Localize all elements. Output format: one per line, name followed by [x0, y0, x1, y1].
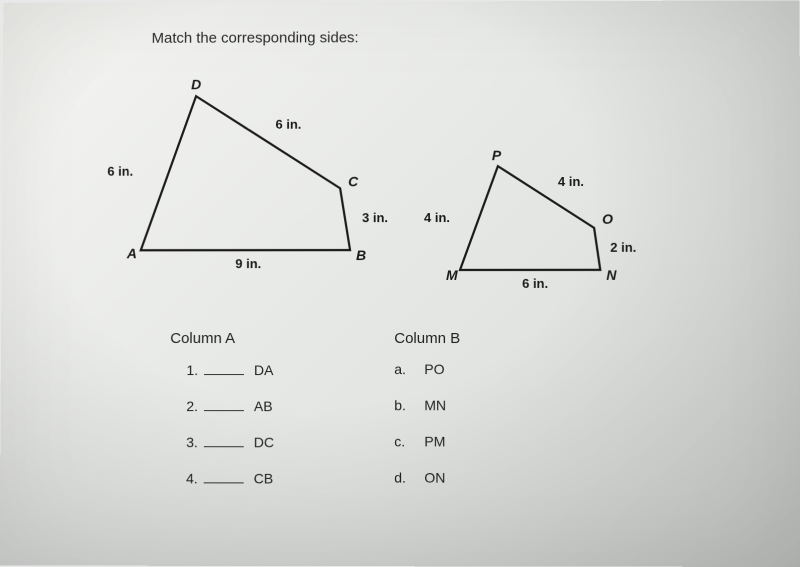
column-A: Column A 1. DA 2. AB 3. DC 4. CB: [170, 330, 275, 506]
row-A4-side: CB: [254, 470, 274, 486]
vertex-C: C: [348, 173, 359, 189]
row-A4: 4. CB: [170, 469, 274, 491]
vertex-A: A: [126, 245, 137, 261]
row-B2-letter: b.: [394, 397, 418, 413]
row-A2-num: 2.: [170, 398, 198, 414]
row-A3-num: 3.: [170, 434, 198, 450]
row-B4-side: ON: [424, 470, 445, 486]
row-B3-side: PM: [424, 433, 445, 449]
figures-area: A B C D 6 in. 6 in. 3 in. 9 in. M N O P …: [141, 80, 691, 310]
vertex-M: M: [446, 267, 458, 283]
column-B-header: Column B: [394, 330, 460, 347]
quad-small-svg: M N O P 4 in. 4 in. 2 in. 6 in.: [460, 160, 651, 310]
row-A1: 1. DA: [170, 361, 274, 383]
row-A2: 2. AB: [170, 397, 274, 419]
side-DA-label: 6 in.: [107, 164, 133, 179]
worksheet-paper: Match the corresponding sides: A B C D 6…: [0, 0, 800, 567]
row-B4: d. ON: [394, 469, 460, 491]
row-A2-blank[interactable]: [204, 397, 244, 411]
row-A4-blank[interactable]: [204, 469, 244, 483]
vertex-O: O: [602, 211, 613, 227]
row-B2: b. MN: [394, 397, 460, 419]
vertex-N: N: [606, 267, 617, 283]
vertex-B: B: [356, 247, 366, 263]
row-B3: c. PM: [394, 433, 460, 455]
row-A2-side: AB: [254, 398, 273, 414]
quad-large-svg: A B C D 6 in. 6 in. 3 in. 9 in.: [141, 81, 400, 290]
row-A1-side: DA: [254, 362, 273, 378]
row-A1-num: 1.: [170, 362, 198, 378]
side-ON-label: 2 in.: [610, 240, 636, 255]
column-B: Column B a. PO b. MN c. PM d. ON: [394, 330, 460, 506]
row-A4-num: 4.: [170, 470, 198, 486]
row-A1-blank[interactable]: [204, 361, 244, 375]
row-B2-side: MN: [424, 397, 446, 413]
side-DC-label: 6 in.: [275, 117, 301, 132]
side-PO-label: 4 in.: [558, 174, 584, 189]
side-PM-label: 4 in.: [424, 210, 450, 225]
vertex-P: P: [492, 147, 502, 163]
side-AB-label: 9 in.: [235, 256, 261, 271]
row-B3-letter: c.: [394, 433, 418, 449]
row-B1-side: PO: [424, 361, 444, 377]
row-A3-blank[interactable]: [204, 433, 244, 447]
row-B4-letter: d.: [394, 469, 418, 485]
vertex-D: D: [191, 76, 201, 92]
row-A3: 3. DC: [170, 433, 274, 455]
quad-large-shape: [141, 96, 350, 250]
columns-area: Column A 1. DA 2. AB 3. DC 4. CB: [170, 330, 461, 506]
instruction-text: Match the corresponding sides:: [152, 29, 359, 46]
side-MN-label: 6 in.: [522, 276, 548, 291]
row-A3-side: DC: [254, 434, 274, 450]
column-A-header: Column A: [170, 330, 274, 347]
side-CB-label: 3 in.: [362, 210, 388, 225]
row-B1: a. PO: [394, 361, 460, 383]
row-B1-letter: a.: [394, 361, 418, 377]
